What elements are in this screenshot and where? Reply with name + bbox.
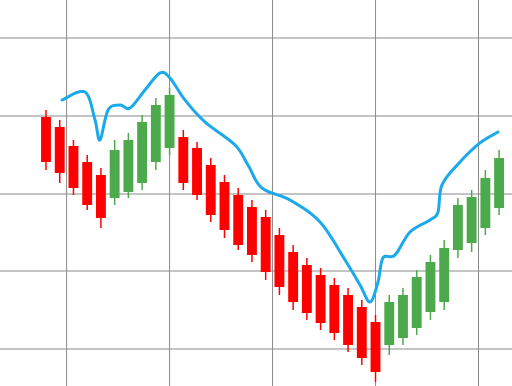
candle-body xyxy=(494,158,505,208)
candle-body xyxy=(205,165,216,215)
candle-body xyxy=(219,182,230,230)
candle-body xyxy=(137,122,148,183)
candle-body xyxy=(370,322,381,372)
candle-body xyxy=(178,137,189,183)
candle-body xyxy=(384,302,395,345)
candle-body xyxy=(247,207,257,255)
overlay-line xyxy=(60,70,500,304)
candle-body xyxy=(343,295,354,345)
candle-body xyxy=(233,195,244,245)
candle-body xyxy=(425,262,436,312)
candle-body xyxy=(301,265,312,313)
candle-body xyxy=(398,295,408,338)
candle-body xyxy=(411,277,422,328)
candle-body xyxy=(288,252,299,302)
candle-body xyxy=(68,146,79,188)
candle-body xyxy=(439,248,450,302)
candle-body xyxy=(54,127,65,173)
candle-body xyxy=(164,95,175,148)
candle-body xyxy=(480,178,491,228)
candle-body xyxy=(452,205,463,250)
candle-body xyxy=(356,307,367,358)
candle-body xyxy=(260,217,271,272)
candle-body xyxy=(274,235,285,287)
candle-body xyxy=(150,105,161,162)
candle-body xyxy=(82,162,93,205)
candle-body xyxy=(109,150,120,198)
candle-body xyxy=(123,140,134,192)
candle-body xyxy=(192,148,202,195)
candle-body xyxy=(95,175,106,218)
candle-body xyxy=(315,275,326,323)
candle-body xyxy=(41,117,51,162)
candle-body xyxy=(466,197,477,243)
candle-body xyxy=(329,285,340,333)
